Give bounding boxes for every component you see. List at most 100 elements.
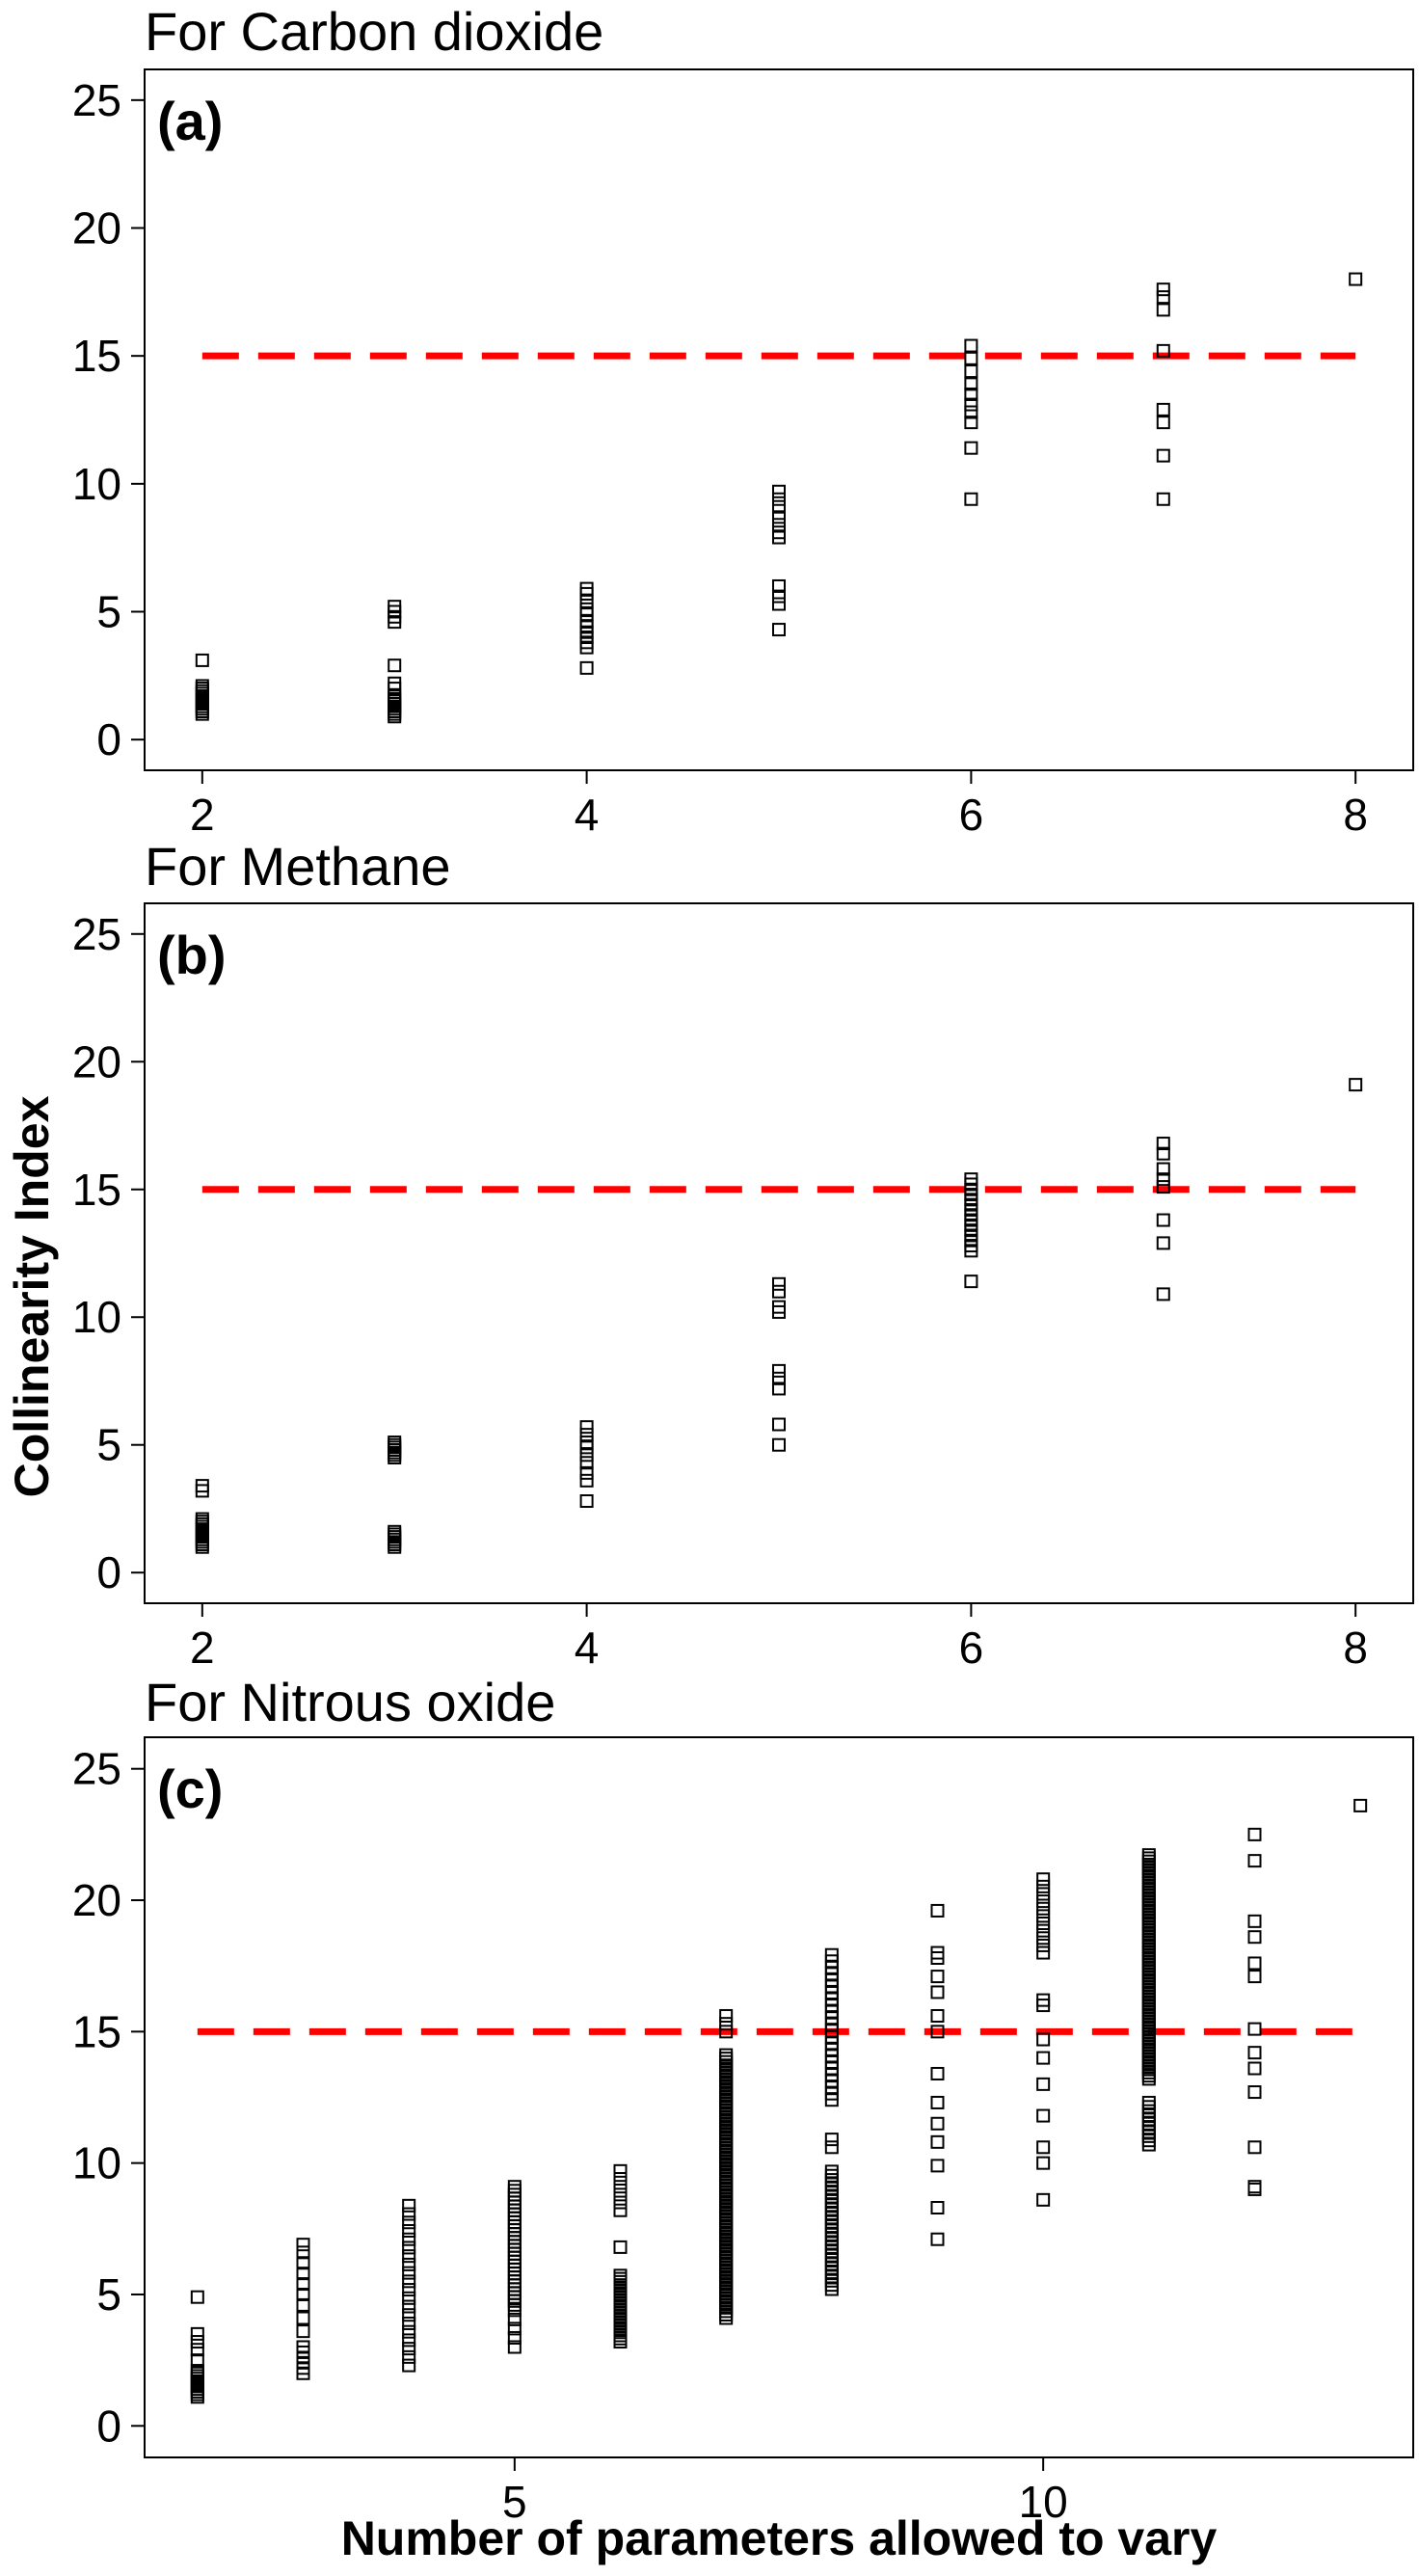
data-point	[930, 1903, 945, 1918]
y-tick-label: 15	[72, 331, 121, 381]
data-point	[507, 2258, 522, 2272]
data-point	[1156, 303, 1170, 317]
data-point	[930, 2134, 945, 2149]
data-point	[772, 518, 786, 532]
data-point	[1156, 416, 1170, 430]
data-point	[613, 2240, 628, 2254]
x-tick-label: 4	[575, 1623, 600, 1673]
data-point	[507, 2254, 522, 2268]
panel-nitrous-oxide: For Nitrous oxide (c) 0 5 10 15 20 25 5 10	[72, 1672, 1414, 2527]
data-point	[964, 364, 978, 379]
data-point	[1247, 2180, 1262, 2194]
data-point	[402, 2232, 416, 2246]
data-point	[772, 1363, 786, 1378]
data-point	[1036, 1917, 1051, 1931]
data-point	[1141, 2129, 1156, 2143]
x-tick-label: 5	[502, 2477, 527, 2527]
data-point	[930, 2201, 945, 2215]
data-point	[824, 2248, 839, 2263]
data-point	[579, 1494, 594, 1509]
data-point	[507, 2246, 522, 2261]
data-point	[296, 2311, 310, 2325]
x-axis-title: Number of parameters allowed to vary	[341, 2511, 1218, 2565]
data-point	[1036, 2032, 1051, 2047]
data-point	[507, 2211, 522, 2225]
data-point	[402, 2283, 416, 2297]
x-tick-label: 8	[1343, 790, 1368, 840]
data-point	[824, 2140, 839, 2155]
data-point	[402, 2358, 416, 2373]
data-points	[190, 1798, 1368, 2404]
data-point	[507, 2239, 522, 2253]
data-point	[507, 2321, 522, 2336]
data-point	[579, 1420, 594, 1435]
data-point	[579, 581, 594, 596]
data-point	[507, 2223, 522, 2238]
data-point	[402, 2198, 416, 2213]
data-point	[296, 2340, 310, 2354]
data-point	[964, 492, 978, 506]
y-tick-label: 10	[72, 2138, 121, 2188]
data-point	[1247, 2140, 1262, 2155]
data-point	[824, 2189, 839, 2204]
data-point	[507, 2286, 522, 2300]
data-point	[772, 1371, 786, 1385]
data-point	[824, 2232, 839, 2246]
data-point	[824, 2214, 839, 2229]
data-point	[1247, 1914, 1262, 1928]
data-point	[1036, 1909, 1051, 1923]
panel-title: For Nitrous oxide	[145, 1672, 555, 1732]
data-point	[1156, 1146, 1170, 1161]
data-point	[772, 1284, 786, 1299]
data-point	[507, 2191, 522, 2206]
data-point	[1036, 1938, 1051, 1952]
data-point	[824, 2207, 839, 2221]
x-tick-label: 8	[1343, 1623, 1368, 1673]
y-tick-label: 15	[72, 2006, 121, 2056]
data-point	[930, 1970, 945, 1984]
data-point	[824, 2257, 839, 2271]
x-tick-label: 2	[190, 1623, 215, 1673]
data-point	[507, 2312, 522, 2326]
data-point	[1141, 2121, 1156, 2135]
data-point	[296, 2324, 310, 2339]
data-point	[402, 2333, 416, 2348]
data-point	[1247, 1827, 1262, 1841]
data-point	[772, 499, 786, 514]
data-point	[964, 377, 978, 391]
data-point	[507, 2340, 522, 2354]
data-point	[964, 1172, 978, 1187]
data-point	[824, 2173, 839, 2187]
data-point	[1036, 1872, 1051, 1887]
data-point	[1156, 492, 1170, 506]
y-tick-label: 5	[96, 586, 121, 636]
data-point	[388, 689, 402, 704]
data-point	[772, 623, 786, 637]
data-point	[388, 658, 402, 673]
plot-frame	[144, 1736, 1414, 2458]
data-point	[296, 2256, 310, 2270]
data-point	[1036, 2051, 1051, 2065]
data-point	[507, 2203, 522, 2217]
data-point	[190, 2353, 204, 2368]
y-tick-label: 0	[96, 2401, 121, 2451]
data-point	[579, 602, 594, 616]
data-point	[824, 2269, 839, 2284]
data-point	[1247, 1970, 1262, 1984]
data-point	[613, 2163, 628, 2178]
data-point	[1036, 2192, 1051, 2207]
x-tick-label: 6	[959, 790, 984, 840]
data-point	[507, 2219, 522, 2234]
data-point	[1349, 1078, 1363, 1092]
data-point	[507, 2267, 522, 2281]
data-point	[1036, 1894, 1051, 1909]
data-point	[195, 679, 209, 693]
data-point	[964, 387, 978, 401]
data-point	[613, 2180, 628, 2194]
data-point	[507, 2214, 522, 2229]
x-tick-label: 6	[959, 1623, 984, 1673]
data-point	[1247, 1854, 1262, 1868]
data-point	[964, 338, 978, 353]
data-point	[964, 397, 978, 412]
